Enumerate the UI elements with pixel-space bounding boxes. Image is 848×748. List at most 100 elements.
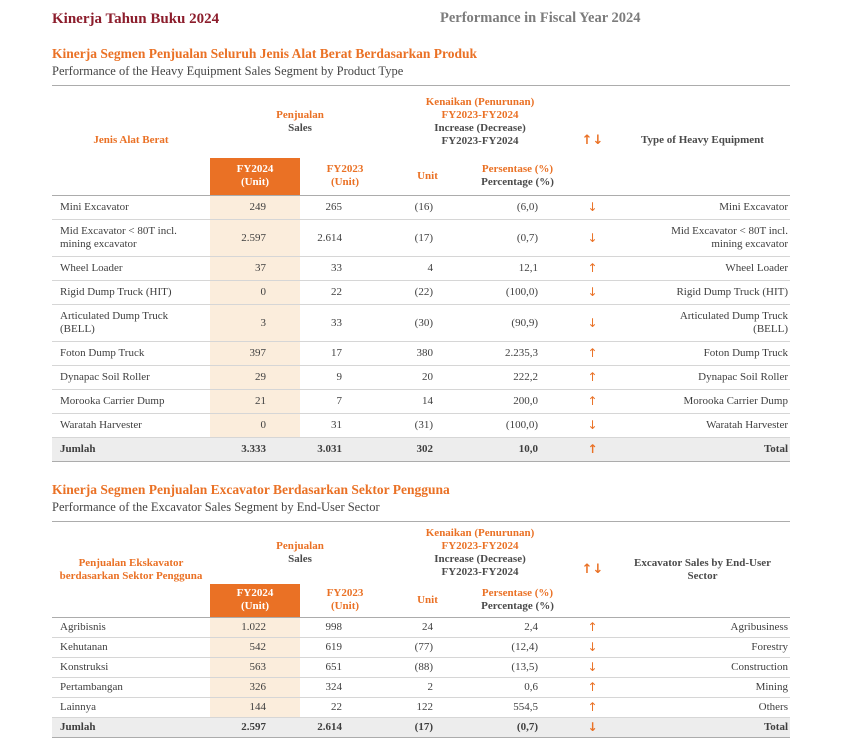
row-label-en: Forestry — [615, 637, 790, 658]
column-group-sales: Penjualan Sales — [210, 522, 390, 584]
unit-change-value: (22) — [390, 280, 465, 305]
table-row: Waratah Harvester 0 31 (31) (100,0) ↓ Waratah … — [52, 413, 790, 438]
row-label-en: Mining — [615, 677, 790, 698]
table-row: Lainnya 144 22 122 554,5 ↑ Others — [52, 697, 790, 718]
table-row: Morooka Carrier Dump 21 7 14 200,0 ↑ Morooka C… — [52, 389, 790, 414]
page-title-id: Kinerja Tahun Buku 2024 — [52, 11, 220, 27]
up-down-arrow-icon: ↑↓ — [581, 561, 604, 577]
percentage-label-en: Percentage (%) — [481, 176, 554, 189]
sales-label-id: Penjualan — [276, 108, 324, 121]
fy2024-label: FY2024 — [236, 587, 274, 600]
fy2024-value: 2.597 — [210, 219, 300, 257]
fy2024-value: 29 — [210, 365, 300, 390]
subheader-percentage: Persentase (%) Percentage (%) — [465, 157, 570, 196]
column-header-product-id: Jenis Alat Berat — [52, 85, 210, 196]
unit-change-value: (77) — [390, 637, 465, 658]
section-title-en: Performance of the Heavy Equipment Sales… — [52, 64, 404, 78]
row-label: Pertambangan — [52, 677, 210, 698]
row-label-en: Dynapac Soil Roller — [615, 365, 790, 390]
row-label-en: Total — [615, 437, 790, 462]
column-header-product-en: Type of Heavy Equipment — [615, 85, 790, 196]
fy2023-value: 9 — [300, 365, 390, 390]
table-row: Articulated Dump Truck (BELL) 3 33 (30) (90,… — [52, 304, 790, 342]
fy2023-unit-label: (Unit) — [330, 600, 360, 613]
row-label-en: Foton Dump Truck — [615, 341, 790, 366]
column-header-sector-en: Excavator Sales by End-User Sector — [615, 521, 790, 618]
fy2023-value: 22 — [300, 280, 390, 305]
up-arrow-icon: ↑ — [570, 256, 615, 281]
fy2024-unit-label: (Unit) — [240, 176, 270, 189]
down-arrow-icon: ↓ — [570, 280, 615, 305]
table-row: Kehutanan 542 619 (77) (12,4) ↓ Forestry — [52, 637, 790, 658]
row-label-en: Mini Excavator — [615, 195, 790, 220]
up-arrow-icon: ↑ — [570, 697, 615, 718]
row-label-en: Others — [615, 697, 790, 718]
unit-change-value: 302 — [390, 437, 465, 462]
unit-change-value: 2 — [390, 677, 465, 698]
row-label-en: Construction — [615, 657, 790, 678]
row-label-en: Wheel Loader — [615, 256, 790, 281]
change-period-en: FY2023-FY2024 — [441, 134, 519, 147]
percent-change-value: (12,4) — [465, 637, 570, 658]
row-label-en: Total — [615, 717, 790, 738]
fy2024-value: 3.333 — [210, 437, 300, 462]
row-label: Morooka Carrier Dump — [52, 389, 210, 414]
unit-change-value: 4 — [390, 256, 465, 281]
change-period-id: FY2023-FY2024 — [441, 108, 519, 121]
down-arrow-icon: ↓ — [570, 717, 615, 738]
row-label: Wheel Loader — [52, 256, 210, 281]
column-group-change: Kenaikan (Penurunan) FY2023-FY2024 Incre… — [390, 86, 570, 158]
unit-change-value: (88) — [390, 657, 465, 678]
unit-change-value: (16) — [390, 195, 465, 220]
subheader-fy2023: FY2023 (Unit) — [300, 583, 390, 618]
table-row: Dynapac Soil Roller 29 9 20 222,2 ↑ Dynapac So… — [52, 365, 790, 390]
row-label: Rigid Dump Truck (HIT) — [52, 280, 210, 305]
down-arrow-icon: ↓ — [570, 304, 615, 342]
section-heavy-equipment-sales: Kinerja Segmen Penjualan Seluruh Jenis A… — [52, 46, 796, 462]
up-arrow-icon: ↑ — [570, 677, 615, 698]
table-row: Mid Excavator < 80T incl. mining excavat… — [52, 219, 790, 257]
unit-change-value: 24 — [390, 617, 465, 638]
percent-change-value: (90,9) — [465, 304, 570, 342]
row-label-en: Morooka Carrier Dump — [615, 389, 790, 414]
percent-change-value: 10,0 — [465, 437, 570, 462]
up-arrow-icon: ↑ — [570, 389, 615, 414]
unit-change-value: (17) — [390, 717, 465, 738]
row-label: Konstruksi — [52, 657, 210, 678]
percent-change-value: (100,0) — [465, 413, 570, 438]
table-row: Foton Dump Truck 397 17 380 2.235,3 ↑ Foton Du… — [52, 341, 790, 366]
percent-change-value: 0,6 — [465, 677, 570, 698]
percent-change-value: (6,0) — [465, 195, 570, 220]
fy2023-value: 33 — [300, 304, 390, 342]
percent-change-value: 2.235,3 — [465, 341, 570, 366]
table-row: Wheel Loader 37 33 4 12,1 ↑ Wheel Loader — [52, 256, 790, 281]
subheader-unit: Unit — [390, 583, 465, 618]
row-label: Foton Dump Truck — [52, 341, 210, 366]
section-excavator-sales-by-sector: Kinerja Segmen Penjualan Excavator Berda… — [52, 482, 796, 738]
subheader-unit: Unit — [390, 157, 465, 196]
table-header: Penjualan Ekskavator berdasarkan Sektor … — [52, 521, 790, 618]
fy2023-value: 265 — [300, 195, 390, 220]
column-group-sales: Penjualan Sales — [210, 86, 390, 158]
fy2023-value: 3.031 — [300, 437, 390, 462]
subheader-percentage: Persentase (%) Percentage (%) — [465, 583, 570, 618]
change-label-id: Kenaikan (Penurunan) — [425, 95, 535, 108]
subheader-fy2024: FY2024 (Unit) — [210, 157, 300, 196]
fy2024-value: 21 — [210, 389, 300, 414]
fy2023-value: 998 — [300, 617, 390, 638]
percent-change-value: 200,0 — [465, 389, 570, 414]
sub-header-row: FY2024 (Unit) FY2023 (Unit) Unit Persent… — [52, 583, 790, 618]
row-label: Agribisnis — [52, 617, 210, 638]
down-arrow-icon: ↓ — [570, 413, 615, 438]
row-label: Jumlah — [52, 717, 210, 738]
fy2024-value: 249 — [210, 195, 300, 220]
percent-change-value: 222,2 — [465, 365, 570, 390]
section-title-id: Kinerja Segmen Penjualan Excavator Berda… — [52, 482, 450, 497]
column-header-sector-id-label: Penjualan Ekskavator berdasarkan Sektor … — [59, 556, 203, 582]
row-label: Mini Excavator — [52, 195, 210, 220]
unit-label: Unit — [417, 593, 438, 606]
row-label: Kehutanan — [52, 637, 210, 658]
fy2023-value: 2.614 — [300, 219, 390, 257]
fy2023-label: FY2023 — [326, 587, 364, 600]
